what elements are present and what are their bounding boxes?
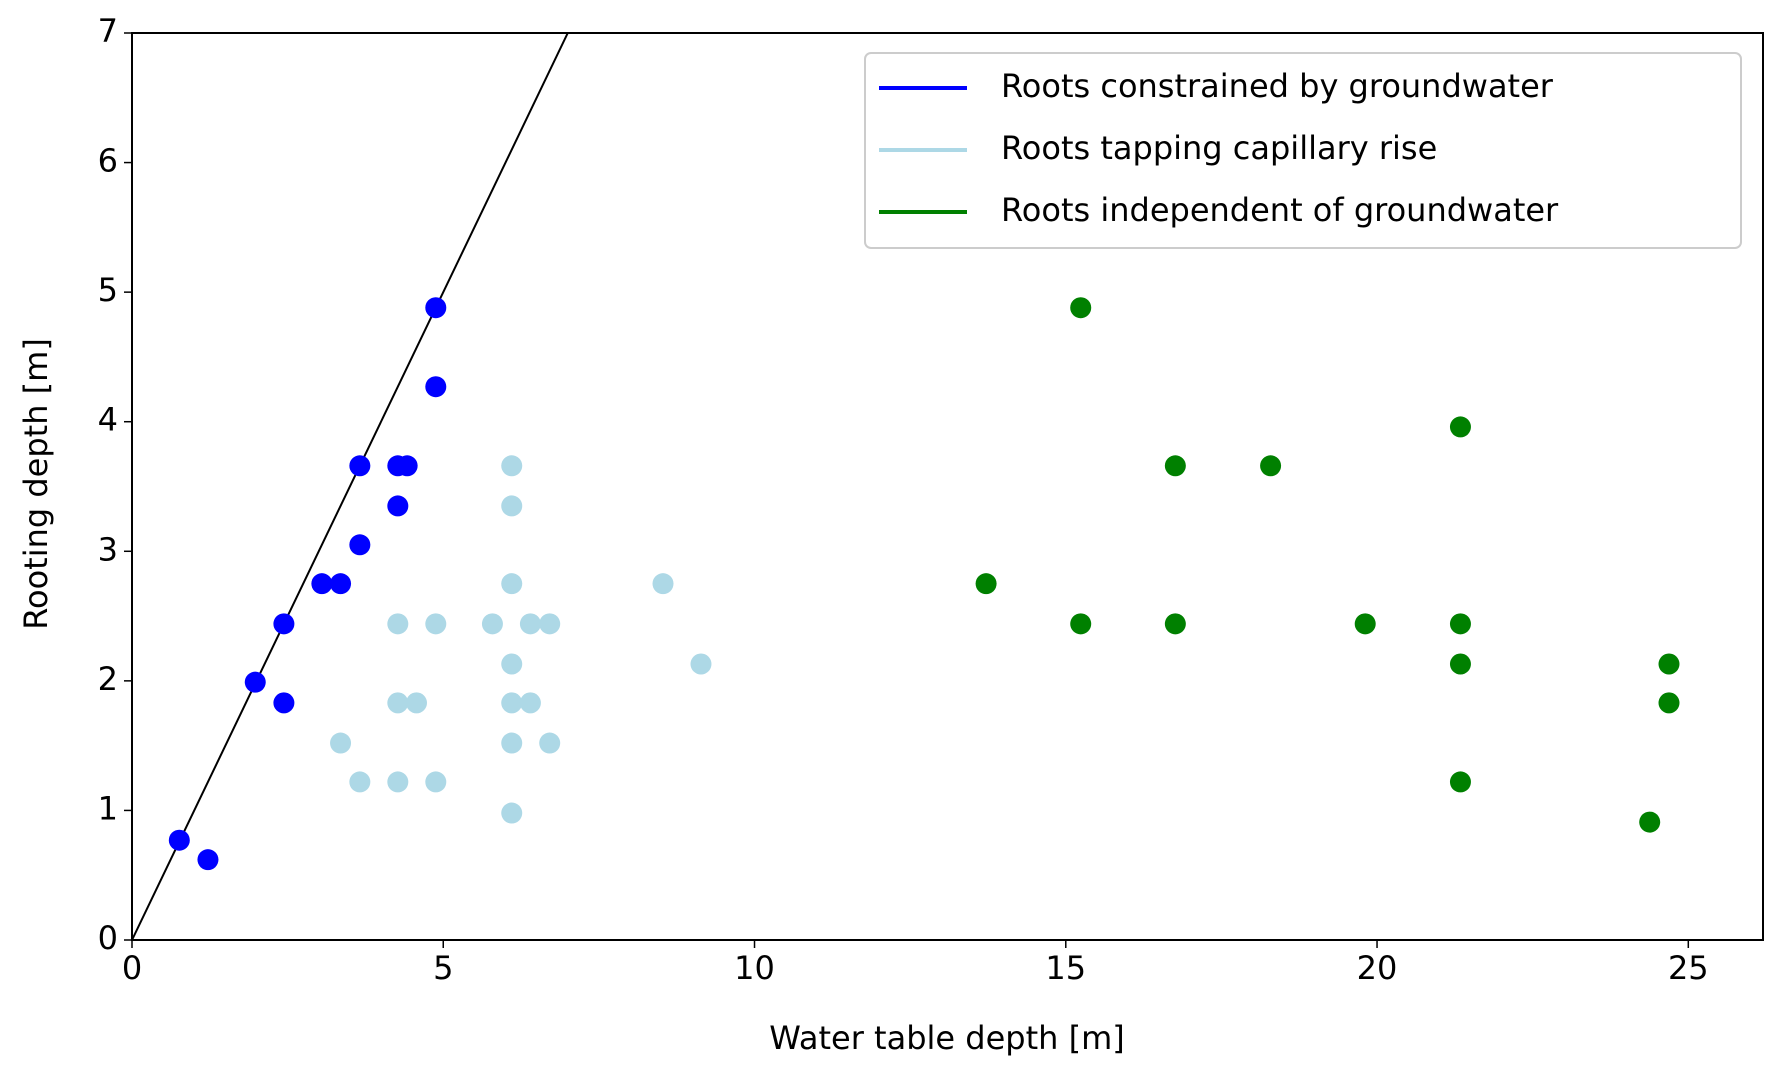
point [1658, 653, 1680, 675]
point [501, 802, 523, 824]
y-tick-label: 4 [98, 401, 118, 439]
point [539, 613, 561, 635]
y-tick-label: 5 [98, 271, 118, 309]
point [519, 613, 541, 635]
point [425, 376, 447, 398]
point [652, 573, 674, 595]
point [387, 613, 409, 635]
point [501, 495, 523, 517]
point [387, 771, 409, 793]
x-tick-label: 15 [1045, 949, 1086, 987]
legend-label: Roots constrained by groundwater [1001, 67, 1554, 105]
point [501, 732, 523, 754]
legend-box [864, 52, 1742, 249]
point [519, 692, 541, 714]
point [273, 692, 295, 714]
plot-frame [131, 32, 1764, 941]
x-tick-label: 0 [122, 949, 142, 987]
point [273, 613, 295, 635]
point [1449, 653, 1471, 675]
point [1639, 811, 1661, 833]
x-tick-label: 20 [1357, 949, 1398, 987]
point [539, 732, 561, 754]
point [244, 671, 266, 693]
x-tick-label: 25 [1668, 949, 1709, 987]
x-axis-label: Water table depth [m] [769, 1019, 1124, 1057]
y-tick-label: 1 [98, 789, 118, 827]
point [1449, 613, 1471, 635]
point [396, 455, 418, 477]
point [405, 692, 427, 714]
point [1449, 416, 1471, 438]
point [387, 692, 409, 714]
point [387, 495, 409, 517]
x-tick-label: 5 [433, 949, 453, 987]
y-tick-label: 0 [98, 919, 118, 957]
point [1449, 771, 1471, 793]
point [168, 829, 190, 851]
legend-label: Roots independent of groundwater [1001, 191, 1559, 229]
point [197, 849, 219, 871]
point [330, 573, 352, 595]
point [1658, 692, 1680, 714]
point [1354, 613, 1376, 635]
reference-line [132, 33, 569, 940]
point [501, 455, 523, 477]
point [501, 573, 523, 595]
point [425, 297, 447, 319]
x-tick-label: 10 [734, 949, 775, 987]
y-tick-label: 3 [98, 530, 118, 568]
point [349, 534, 371, 556]
y-tick-label: 2 [98, 660, 118, 698]
point [349, 455, 371, 477]
point [330, 732, 352, 754]
point [1164, 455, 1186, 477]
point [311, 573, 333, 595]
point [425, 613, 447, 635]
y-tick-label: 7 [98, 12, 118, 50]
point [690, 653, 712, 675]
point [975, 573, 997, 595]
y-tick-label: 6 [98, 142, 118, 180]
point [425, 771, 447, 793]
point [1070, 297, 1092, 319]
point [1164, 613, 1186, 635]
point [1260, 455, 1282, 477]
point [1070, 613, 1092, 635]
point [481, 613, 503, 635]
point [501, 653, 523, 675]
point [501, 692, 523, 714]
point [349, 771, 371, 793]
y-axis-label: Rooting depth [m] [17, 338, 55, 630]
legend-label: Roots tapping capillary rise [1001, 129, 1437, 167]
